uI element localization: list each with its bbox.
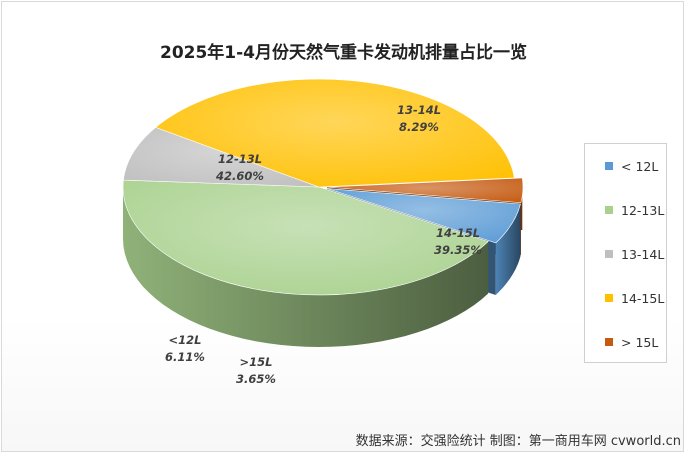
legend-label-1: 12-13L [621,202,665,218]
legend-item-3: 14-15L [605,290,664,306]
legend-label-2: 13-14L [621,246,665,262]
legend-swatch-4 [605,338,613,346]
pie-slice-0 [326,188,521,244]
legend-label-4: > 15L [621,334,659,350]
pie-slice-3 [155,78,515,188]
legend-item-0: < 12L [605,158,658,174]
pie-slice-4 [326,177,524,204]
legend-swatch-2 [605,250,613,258]
pie-slice-1 [122,179,489,296]
slice-value-label-4: 3.65% [236,372,276,386]
source-note: 数据来源：交强险统计 制图：第一商用车网 cvworld.cn [355,434,681,449]
legend: < 12L 12-13L 13-14L 14-15L > 15L [584,143,667,363]
slice-value-label-1: 42.60% [215,169,264,183]
slice-label-3: 14-15L [436,226,480,240]
pie-side-0 [495,204,521,295]
pie-tops [122,78,524,296]
slice-value-label-2: 8.29% [399,120,439,134]
legend-swatch-0 [605,162,613,170]
slice-label-4: >15L [240,355,273,369]
slice-label-2: 13-14L [397,103,441,117]
slice-label-0: <12L [169,333,202,347]
pie-slice-2 [123,127,320,188]
slice-label-1: 12-13L [218,152,262,166]
legend-label-3: 14-15L [621,290,665,306]
chart-title: 2025年1-4月份天然气重卡发动机排量占比一览 [159,43,528,63]
pie-labels: <12L 6.11% 12-13L 42.60% 13-14L 8.29% 14-15L 39… [165,103,482,386]
pie-side-1 [123,187,489,347]
legend-item-4: > 15L [605,334,658,350]
slice-value-label-0: 6.11% [165,350,205,364]
slice-value-label-3: 39.35% [434,243,482,257]
legend-item-1: 12-13L [605,202,664,218]
legend-swatch-1 [605,206,613,214]
legend-label-0: < 12L [621,158,659,174]
legend-item-2: 13-14L [605,246,664,262]
legend-swatch-3 [605,294,613,302]
